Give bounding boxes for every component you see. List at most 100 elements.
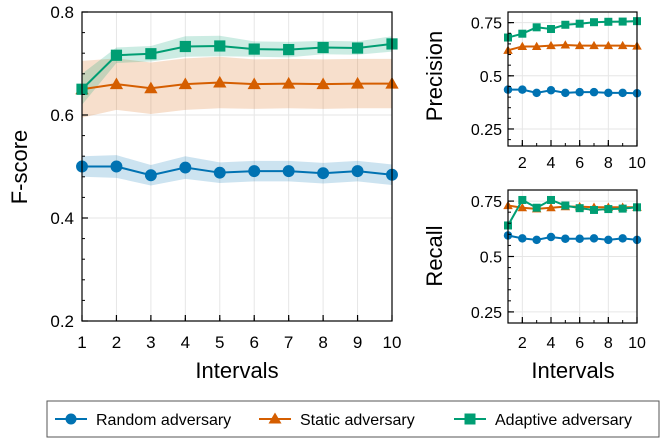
recall-point-static-2 [517, 202, 528, 212]
fscore-xtick-label-6: 6 [249, 333, 258, 352]
precision-point-static-3 [531, 41, 542, 51]
precision-point-adaptive-7 [590, 18, 598, 27]
precision-point-adaptive-6 [575, 19, 584, 28]
recall-point-adaptive-8 [604, 205, 613, 214]
legend-item-random: Random adversary [55, 412, 231, 429]
precision-frame [507, 11, 638, 147]
fscore-xlabel: Intervals [195, 358, 278, 383]
fscore-point-random-3 [144, 169, 157, 182]
fscore-ytick-label-0.4: 0.4 [50, 209, 74, 228]
fscore-point-random-9 [351, 165, 364, 178]
recall-point-adaptive-6 [575, 204, 584, 213]
fscore-point-adaptive-4 [179, 40, 191, 53]
recall-panel: Recall Intervals 0.25 0.5 0.75 2 4 6 8 10 [422, 189, 646, 383]
recall-line-random [507, 234, 638, 241]
fscore-xtick-label-7: 7 [284, 333, 293, 352]
recall-xlabel: Intervals [531, 358, 614, 383]
fscore-xtick-label-8: 8 [318, 333, 327, 352]
fscore-xtick-label-4: 4 [181, 333, 190, 352]
fscore-ytick-label-0.6: 0.6 [50, 106, 74, 125]
legend-item-static: Static adversary [259, 412, 415, 429]
fscore-point-random-6 [248, 165, 261, 178]
fscore-line-adaptive [81, 42, 393, 90]
precision-xtick-label-8: 8 [604, 155, 613, 172]
fscore-point-static-6 [247, 77, 261, 90]
fscore-xtick-label-9: 9 [353, 333, 362, 352]
recall-point-adaptive-4 [547, 195, 555, 204]
legend: Random adversary Static adversary Adapti… [46, 400, 660, 438]
precision-point-static-6 [574, 40, 585, 50]
fscore-point-random-4 [179, 161, 192, 174]
fscore-line-static [81, 81, 392, 91]
fscore-point-random-8 [317, 167, 330, 180]
legend-marker-random [65, 413, 77, 425]
precision-xtick-label-2: 2 [518, 155, 527, 172]
precision-line-adaptive [507, 20, 638, 39]
precision-point-random-3 [532, 88, 541, 98]
precision-panel: Precision 0.25 0.5 0.75 2 4 6 8 10 [422, 11, 646, 172]
recall-point-random-2 [518, 234, 527, 243]
recall-point-adaptive-7 [590, 205, 598, 214]
precision-xtick-label-4: 4 [547, 155, 556, 172]
precision-xtick-label-6: 6 [575, 155, 584, 172]
legend-label-static: Static adversary [300, 412, 415, 429]
fscore-point-adaptive-2 [110, 49, 123, 61]
legend-item-adaptive: Adaptive adversary [454, 412, 632, 429]
legend-marker-static [268, 412, 282, 424]
precision-point-static-5 [560, 40, 571, 49]
recall-point-adaptive-2 [518, 195, 527, 204]
fscore-xtick-label-3: 3 [146, 333, 155, 352]
fscore-line-random [82, 165, 393, 177]
fscore-ylabel: F-score [7, 130, 32, 205]
fscore-ytick-label-0.2: 0.2 [50, 312, 74, 331]
precision-point-random-4 [546, 86, 556, 95]
recall-ytick-label-0.75: 0.75 [471, 194, 502, 211]
fscore-point-adaptive-5 [214, 40, 226, 52]
legend-box [46, 400, 660, 438]
precision-ytick-label-0.25: 0.25 [471, 122, 502, 139]
fscore-point-adaptive-9 [351, 42, 364, 54]
fscore-point-adaptive-7 [283, 43, 295, 56]
recall-xtick-label-8: 8 [604, 335, 613, 352]
precision-point-adaptive-2 [518, 29, 527, 38]
fscore-panel: F-score Intervals 0.2 0.4 0.6 0.8 1 2 3 4 5 6 7 8 9 1… [7, 3, 401, 383]
fscore-xtick-label-2: 2 [112, 333, 121, 352]
recall-point-random-3 [532, 235, 541, 245]
recall-xtick-label-10: 10 [628, 335, 646, 352]
recall-line-adaptive [507, 198, 638, 226]
fscore-point-random-5 [213, 166, 226, 179]
precision-point-static-7 [589, 40, 599, 50]
recall-point-random-4 [546, 232, 556, 242]
precision-point-static-4 [546, 40, 556, 50]
legend-label-adaptive: Adaptive adversary [495, 412, 632, 429]
precision-line-random [508, 88, 638, 95]
fscore-band-adaptive [82, 35, 392, 105]
precision-ytick-label-0.75: 0.75 [471, 16, 502, 33]
fscore-xtick-label-5: 5 [215, 333, 224, 352]
precision-point-adaptive-8 [604, 17, 613, 26]
recall-ylabel: Recall [422, 225, 447, 286]
precision-ytick-label-0.5: 0.5 [480, 69, 502, 86]
precision-xtick-label-10: 10 [628, 155, 646, 172]
precision-point-adaptive-5 [561, 20, 570, 29]
fscore-xtick-label-1: 1 [77, 333, 86, 352]
fscore-ytick-label-0.8: 0.8 [50, 3, 74, 22]
recall-point-static-4 [546, 202, 556, 212]
precision-point-static-8 [603, 40, 614, 50]
fscore-point-static-3 [144, 81, 158, 94]
precision-line-static [507, 43, 638, 52]
precision-point-random-5 [561, 88, 570, 98]
precision-ylabel: Precision [422, 31, 447, 121]
precision-point-adaptive-3 [532, 23, 541, 32]
precision-point-random-9 [618, 88, 627, 98]
fscore-point-static-2 [109, 77, 124, 90]
recall-point-random-6 [575, 234, 584, 244]
fscore-band-random [82, 155, 392, 186]
fscore-point-adaptive-6 [248, 43, 260, 55]
fscore-xtick-label-10: 10 [383, 333, 402, 352]
precision-point-random-2 [518, 85, 527, 94]
fscore-point-static-9 [350, 76, 365, 89]
recall-point-random-8 [604, 235, 613, 245]
fscore-point-adaptive-8 [317, 41, 329, 54]
